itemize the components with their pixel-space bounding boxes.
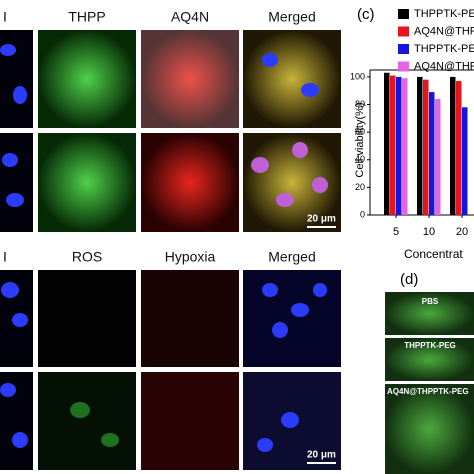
column-header: ROS	[72, 249, 102, 265]
column-header: I	[3, 249, 7, 265]
bar	[450, 76, 456, 216]
legend-label: AQ4N@THPP	[414, 25, 474, 37]
y-tick-label: 100	[350, 71, 365, 81]
legend-swatch	[398, 44, 409, 54]
row-label: THPPTK-PEG	[404, 341, 456, 350]
legend-swatch	[398, 61, 409, 72]
bar	[435, 99, 441, 215]
x-tick-label: 10	[423, 226, 435, 238]
row-label: AQ4N@THPPTK-PEG	[387, 387, 469, 396]
legend-label: THPPTK-PEG	[414, 43, 474, 55]
bar	[396, 76, 402, 216]
scale-bar-label: 20 μm	[307, 214, 336, 225]
scale-bar-label: 20 μm	[307, 450, 336, 461]
legend-swatch	[398, 9, 409, 19]
bar	[384, 72, 390, 215]
column-header: THPP	[68, 9, 105, 25]
bar	[390, 75, 396, 216]
y-tick-label: 40	[355, 154, 365, 164]
panel-label: (c)	[357, 6, 375, 23]
bar	[402, 78, 408, 216]
y-tick-label: 0	[360, 209, 365, 219]
row-label: PBS	[422, 297, 439, 306]
column-header: Hypoxia	[165, 249, 216, 265]
x-tick-label: 20	[456, 226, 468, 238]
column-header: Merged	[268, 9, 315, 25]
y-tick-label: 20	[355, 182, 365, 192]
bar	[462, 107, 468, 215]
micrographs	[0, 30, 474, 474]
bar	[456, 81, 462, 215]
column-header: Merged	[268, 249, 315, 265]
y-tick-label: 80	[355, 99, 365, 109]
bar	[429, 92, 435, 215]
legend-swatch	[398, 26, 409, 37]
legend-label: AQ4N@THPP	[414, 60, 474, 72]
column-header: AQ4N	[171, 9, 209, 25]
bar	[423, 79, 429, 216]
panel-label: (d)	[400, 271, 418, 288]
column-header: I	[3, 9, 7, 25]
y-tick-label: 60	[355, 127, 365, 137]
x-axis-label: Concentrat	[404, 247, 463, 261]
legend-label: THPPTK-PEG	[414, 8, 474, 20]
bar	[417, 76, 423, 216]
x-tick-label: 5	[393, 226, 399, 238]
y-axis-label: Cell viability(%)	[354, 102, 366, 177]
